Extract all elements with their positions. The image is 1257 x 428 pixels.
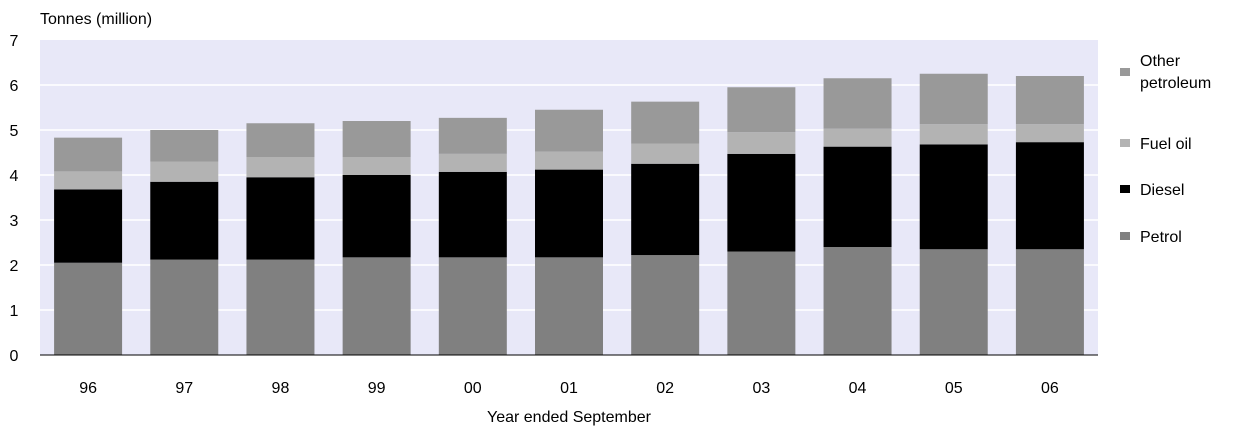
bar-diesel-01: [535, 169, 603, 258]
y-axis-ticks: 0 1 2 3 4 5 6 7: [10, 33, 19, 365]
x-tick-label-03: 03: [752, 380, 770, 397]
bar-fuel-oil-02: [631, 143, 700, 164]
y-tick-label-4: 4: [10, 168, 19, 185]
bar-petrol-97: [150, 259, 219, 355]
bars: [54, 73, 1084, 355]
x-tick-label-98: 98: [272, 380, 290, 397]
x-axis-ticks: 96 97 98 99 00 01 02 03 04 05 06: [79, 380, 1059, 397]
x-tick-label-97: 97: [175, 380, 193, 397]
bar-other-petroleum-03: [727, 87, 796, 133]
bar-diesel-04: [823, 146, 892, 247]
legend-label-diesel-0: Diesel: [1140, 182, 1184, 199]
bar-fuel-oil-04: [823, 128, 892, 147]
legend-label-petrol-0: Petrol: [1140, 229, 1182, 246]
bar-petrol-04: [823, 247, 892, 355]
x-tick-label-96: 96: [79, 380, 97, 397]
bar-other-petroleum-97: [150, 130, 219, 162]
bar-petrol-01: [535, 257, 603, 355]
bar-fuel-oil-06: [1015, 124, 1084, 143]
bar-diesel-96: [54, 189, 123, 263]
bar-other-petroleum-00: [438, 117, 507, 154]
x-tick-label-01: 01: [560, 380, 578, 397]
y-tick-label-1: 1: [10, 303, 19, 320]
bar-petrol-00: [438, 257, 507, 355]
bar-petrol-98: [246, 259, 315, 355]
bar-other-petroleum-06: [1015, 76, 1084, 125]
bar-fuel-oil-96: [54, 171, 123, 190]
x-tick-label-05: 05: [945, 380, 963, 397]
bar-other-petroleum-02: [631, 101, 700, 144]
legend: Other petroleum Fuel oil Diesel Petrol: [1120, 53, 1211, 246]
y-tick-label-6: 6: [10, 78, 19, 95]
bar-diesel-00: [438, 171, 507, 258]
bar-petrol-05: [919, 249, 988, 355]
y-tick-label-0: 0: [10, 348, 19, 365]
bar-fuel-oil-00: [438, 153, 507, 172]
bar-fuel-oil-99: [342, 157, 411, 175]
bar-diesel-06: [1015, 142, 1084, 250]
bar-other-petroleum-04: [823, 78, 892, 129]
bar-other-petroleum-05: [919, 73, 988, 125]
y-axis-title: Tonnes (million): [40, 11, 152, 28]
legend-label-fuel-oil-0: Fuel oil: [1140, 136, 1192, 153]
bar-other-petroleum-99: [342, 121, 411, 157]
bar-fuel-oil-01: [535, 151, 603, 170]
legend-swatch-petrol: [1120, 232, 1130, 240]
bar-diesel-99: [342, 175, 411, 258]
bar-diesel-98: [246, 177, 315, 260]
bar-petrol-96: [54, 262, 123, 355]
bar-fuel-oil-03: [727, 132, 796, 154]
legend-label-other-petroleum-1: petroleum: [1140, 75, 1211, 92]
bar-diesel-97: [150, 181, 219, 260]
x-tick-label-99: 99: [368, 380, 386, 397]
bar-petrol-03: [727, 251, 796, 355]
bar-petrol-02: [631, 255, 700, 355]
legend-label-other-petroleum-0: Other: [1140, 53, 1181, 70]
y-tick-label-2: 2: [10, 258, 19, 275]
y-tick-label-5: 5: [10, 123, 19, 140]
y-tick-label-7: 7: [10, 33, 19, 50]
bar-other-petroleum-98: [246, 123, 315, 157]
bar-diesel-05: [919, 144, 988, 250]
bar-fuel-oil-98: [246, 157, 315, 178]
x-tick-label-04: 04: [849, 380, 867, 397]
bar-fuel-oil-05: [919, 124, 988, 145]
bar-diesel-03: [727, 153, 796, 252]
bar-other-petroleum-96: [54, 137, 123, 172]
x-axis-title: Year ended September: [487, 409, 652, 426]
x-tick-label-00: 00: [464, 380, 482, 397]
x-tick-label-06: 06: [1041, 380, 1059, 397]
legend-swatch-fuel-oil: [1120, 139, 1130, 147]
bar-fuel-oil-97: [150, 161, 219, 182]
legend-swatch-diesel: [1120, 185, 1130, 193]
legend-swatch-other-petroleum: [1120, 68, 1130, 76]
y-tick-label-3: 3: [10, 213, 19, 230]
bar-other-petroleum-01: [535, 109, 603, 152]
x-tick-label-02: 02: [656, 380, 674, 397]
bar-petrol-99: [342, 257, 411, 355]
bar-diesel-02: [631, 163, 700, 256]
bar-petrol-06: [1015, 249, 1084, 355]
